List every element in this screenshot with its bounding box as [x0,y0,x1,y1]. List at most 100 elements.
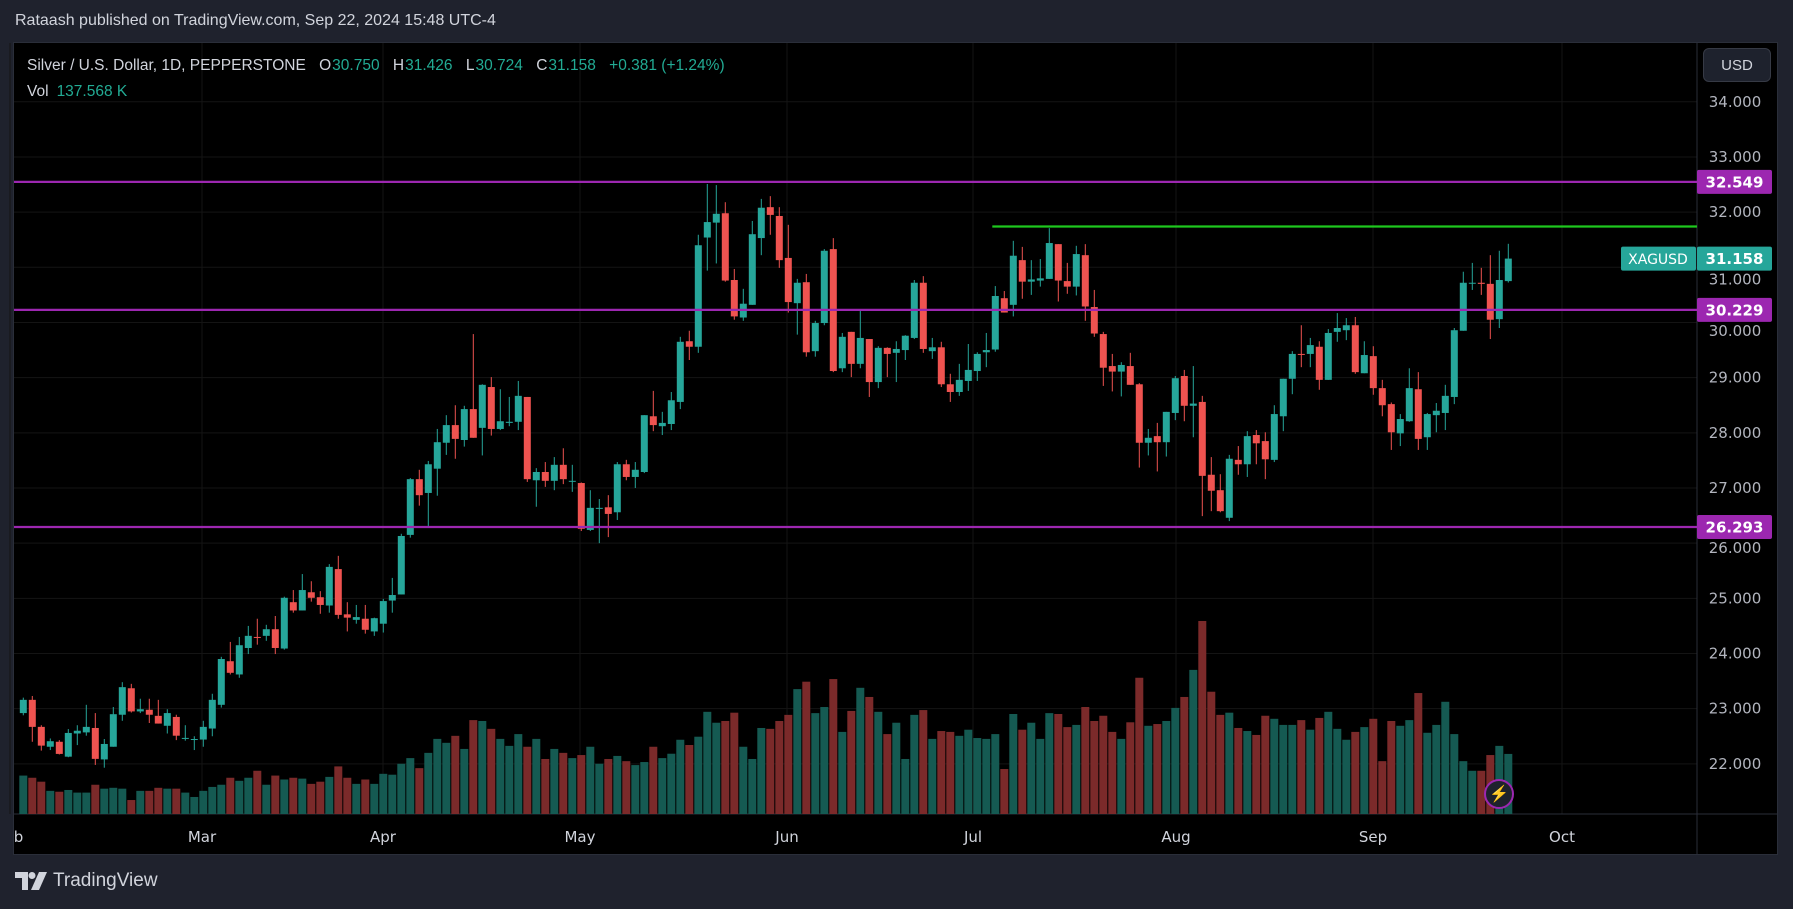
candle-body [892,348,900,353]
candle [424,460,432,528]
volume-bar [955,735,964,814]
candle-body [208,699,216,729]
candle-body [1243,436,1251,465]
candle-body [847,331,855,364]
volume-bar [541,758,550,814]
tradingview-logo[interactable]: TradingView [15,870,158,892]
currency-button[interactable]: USD [1703,48,1771,82]
candle-body [253,636,261,638]
volume-bar [523,746,532,814]
lightning-bolt-icon[interactable]: ⚡ [1484,779,1514,809]
candle-body [730,279,738,317]
candle [1468,262,1476,290]
candle-body [478,384,486,428]
candle [811,320,819,357]
candle-body [1108,366,1116,372]
chart-panel[interactable] [13,42,1778,855]
candle [1216,474,1224,513]
candle-body [1441,395,1449,413]
candle [1432,403,1440,433]
candle [316,591,324,614]
volume-bar [1027,722,1036,814]
candle [1009,240,1017,317]
volume-label[interactable]: Vol [27,83,49,100]
candle [676,336,684,410]
volume-bar [1297,720,1306,814]
time-axis-label: Jul [963,828,982,846]
candle [784,224,792,313]
ohlc-row: Silver / U.S. Dollar, 1D, PEPPERSTONE O3… [27,53,734,79]
price-axis-label: 24.000 [1709,645,1762,663]
volume-bar [307,783,316,814]
candle [469,334,477,438]
volume-bar [865,696,874,814]
volume-bar [532,738,541,814]
candle-body [424,464,432,493]
candle-body [19,699,27,714]
volume-bar [334,766,343,814]
volume-bar [271,775,280,814]
candle-body [244,635,252,648]
volume-bar [775,720,784,814]
candle-body [361,618,369,630]
candle-body [1306,345,1314,354]
candle-body [613,464,621,513]
candle [1153,422,1161,472]
close-value: 31.158 [548,57,596,74]
candle [793,278,801,335]
candle-body [757,207,765,239]
candle [748,220,756,305]
candle-body [118,687,126,715]
time-axis-label: Apr [370,828,397,846]
volume-bar [964,729,973,814]
candle-body [235,645,243,675]
volume-bar [199,790,208,814]
volume-bar [811,713,820,814]
volume-bar [1423,732,1432,814]
volume-bar [1324,711,1333,814]
volume-bar [1207,691,1216,814]
candle [541,462,549,487]
volume-bar [1279,724,1288,814]
candle [1378,379,1386,417]
candle [1351,316,1359,374]
candle [1387,402,1395,450]
candle-body [136,709,144,712]
volume-bar [496,738,505,814]
volume-bar [883,734,892,814]
candle [496,389,504,431]
candle-body [1117,364,1125,372]
candle [253,618,261,645]
candle [82,704,90,736]
candle [478,384,486,456]
candle-body [415,479,423,496]
volume-bar [1396,725,1405,814]
price-level-tag-label: 32.549 [1706,173,1764,191]
candle-body [28,699,36,727]
candle-body [820,250,828,324]
candle [721,202,729,282]
last-price-tag [1697,246,1772,271]
candle-body [775,216,783,261]
volume-bar [487,728,496,814]
price-axis-label: 27.000 [1709,479,1762,497]
price-level-tag [1697,514,1772,539]
volume-row: Vol 137.568 K [27,79,734,105]
volume-bar [1117,738,1126,814]
candle [1405,368,1413,422]
volume-bar [1162,720,1171,814]
candle [1207,457,1215,512]
candle-body [1216,490,1224,512]
symbol-description[interactable]: Silver / U.S. Dollar, 1D, PEPPERSTONE [27,57,306,74]
volume-bar [1270,718,1279,814]
candle-body [946,384,954,392]
volume-bar [118,788,127,814]
candle-body [1126,366,1134,385]
volume-bar [361,779,370,814]
candle-body [937,347,945,385]
candle-body [802,282,810,353]
candle [55,740,63,755]
candle [514,380,522,431]
candle [1414,372,1422,450]
